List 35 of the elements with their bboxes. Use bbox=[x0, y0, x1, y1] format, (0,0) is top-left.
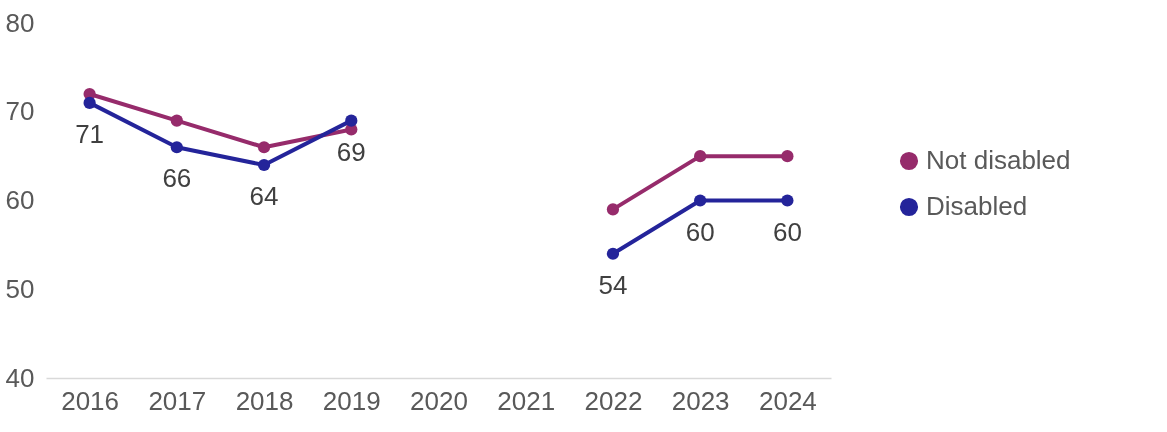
point bbox=[345, 114, 358, 127]
y-tick-label: 50 bbox=[5, 273, 35, 304]
y-tick-label: 80 bbox=[5, 7, 35, 38]
data-label: 60 bbox=[685, 216, 715, 247]
data-label: 64 bbox=[249, 181, 279, 211]
point bbox=[606, 247, 620, 260]
x-tick-label: 2021 bbox=[497, 385, 556, 416]
data-label: 69 bbox=[336, 136, 366, 167]
x-tick-label: 2023 bbox=[671, 385, 730, 416]
x-tick-label: 2018 bbox=[235, 385, 294, 416]
point bbox=[694, 150, 707, 163]
data-label: 66 bbox=[162, 163, 192, 194]
point bbox=[257, 141, 271, 154]
data-label: 71 bbox=[75, 118, 105, 149]
legend-label: Not disabled bbox=[926, 145, 1071, 175]
point bbox=[606, 203, 620, 216]
point bbox=[781, 150, 794, 163]
point bbox=[83, 96, 96, 109]
point bbox=[257, 158, 271, 172]
point bbox=[170, 141, 183, 154]
point bbox=[694, 194, 707, 207]
y-tick-label: 60 bbox=[5, 185, 35, 215]
point bbox=[170, 114, 183, 127]
x-tick-label: 2017 bbox=[148, 385, 207, 416]
x-tick-label: 2022 bbox=[584, 385, 643, 416]
x-tick-label: 2016 bbox=[61, 385, 120, 416]
legend-label: Disabled bbox=[926, 191, 1028, 221]
data-label: 60 bbox=[772, 216, 802, 247]
x-tick-label: 2020 bbox=[410, 385, 468, 416]
point bbox=[781, 194, 794, 207]
data-label: 54 bbox=[598, 269, 628, 300]
y-tick-label: 40 bbox=[5, 362, 35, 393]
x-tick-label: 2024 bbox=[758, 385, 817, 416]
x-tick-label: 2019 bbox=[322, 385, 381, 416]
y-tick-label: 70 bbox=[5, 96, 35, 127]
